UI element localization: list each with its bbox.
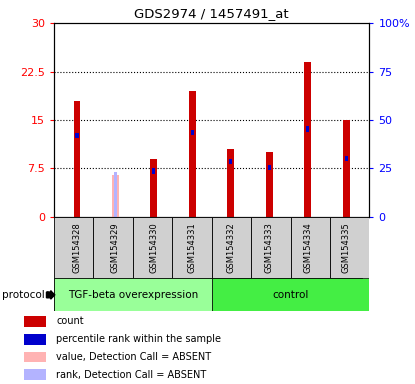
Text: GSM154334: GSM154334 <box>303 222 312 273</box>
Bar <box>189 91 196 217</box>
Bar <box>304 62 311 217</box>
Bar <box>229 159 232 164</box>
Bar <box>114 172 117 217</box>
Text: GSM154332: GSM154332 <box>226 222 235 273</box>
Bar <box>227 149 234 217</box>
Text: TGF-beta overexpression: TGF-beta overexpression <box>68 290 198 300</box>
Text: GSM154329: GSM154329 <box>111 222 120 273</box>
Text: count: count <box>56 316 84 326</box>
Text: protocol: protocol <box>2 290 45 300</box>
Bar <box>54 217 93 278</box>
Text: GSM154333: GSM154333 <box>265 222 274 273</box>
Bar <box>191 130 194 135</box>
Bar <box>212 278 369 311</box>
Bar <box>93 217 133 278</box>
Bar <box>172 217 212 278</box>
Text: value, Detection Call = ABSENT: value, Detection Call = ABSENT <box>56 352 211 362</box>
Text: GSM154335: GSM154335 <box>342 222 351 273</box>
Bar <box>24 369 46 380</box>
Bar <box>330 217 369 278</box>
Bar <box>24 334 46 344</box>
Bar <box>54 278 212 311</box>
Text: control: control <box>272 290 309 300</box>
Bar <box>251 217 290 278</box>
Bar <box>76 133 78 138</box>
Bar <box>290 217 330 278</box>
Text: GSM154328: GSM154328 <box>73 222 81 273</box>
Text: percentile rank within the sample: percentile rank within the sample <box>56 334 221 344</box>
Title: GDS2974 / 1457491_at: GDS2974 / 1457491_at <box>134 7 289 20</box>
Text: GSM154331: GSM154331 <box>188 222 197 273</box>
Bar <box>212 217 251 278</box>
Bar <box>24 316 46 327</box>
Bar <box>343 120 350 217</box>
Bar <box>151 159 157 217</box>
Bar <box>152 169 156 174</box>
Text: GSM154330: GSM154330 <box>149 222 159 273</box>
Bar <box>24 352 46 362</box>
Bar <box>112 175 119 217</box>
Bar <box>306 126 309 132</box>
Text: rank, Detection Call = ABSENT: rank, Detection Call = ABSENT <box>56 370 206 380</box>
Bar <box>266 152 273 217</box>
Bar <box>345 156 348 161</box>
Bar <box>73 101 81 217</box>
Bar <box>268 165 271 170</box>
Bar <box>133 217 172 278</box>
